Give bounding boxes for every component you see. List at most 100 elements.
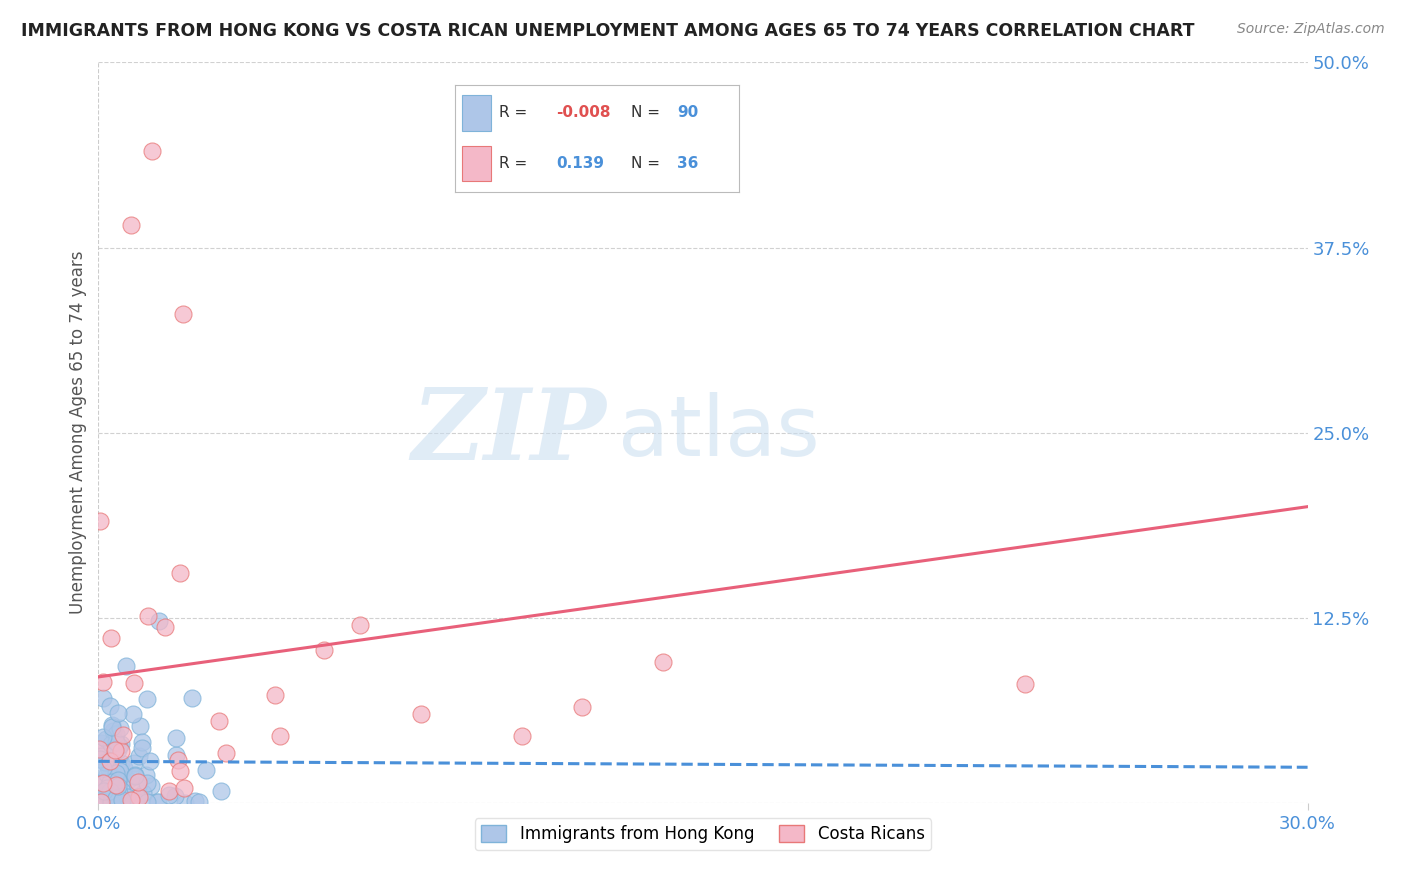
Point [111,790,134,805]
Point [187,795,209,809]
Point [90,736,112,750]
Point [98,762,121,776]
Point [90,749,112,764]
Legend: Immigrants from Hong Kong, Costa Ricans: Immigrants from Hong Kong, Costa Ricans [475,819,931,850]
Point [87,794,110,808]
Point [91,690,114,705]
Point [153,620,176,634]
Point [146,795,169,809]
Point [96,732,118,747]
Point [128,748,150,763]
Point [107,706,129,721]
Point [195,763,218,777]
Point [263,689,285,703]
Point [409,706,432,721]
Point [124,793,146,807]
Point [104,791,127,805]
Point [94,756,117,770]
Point [131,735,153,749]
Point [215,746,238,760]
Point [138,755,160,769]
Point [127,775,149,789]
Point [148,615,170,629]
Point [159,783,181,797]
Point [91,674,114,689]
Point [110,756,132,770]
Point [104,735,127,749]
Point [132,786,155,800]
Text: Source: ZipAtlas.com: Source: ZipAtlas.com [1237,22,1385,37]
Point [128,718,150,732]
Point [100,737,122,751]
Point [100,795,122,809]
Point [110,737,132,751]
Point [141,145,163,159]
Point [120,219,142,233]
Point [510,729,533,743]
Point [111,793,134,807]
Point [104,742,127,756]
Point [117,772,139,787]
Point [97,789,120,804]
Point [208,714,231,729]
Point [103,789,125,803]
Point [163,789,186,803]
Point [269,729,291,743]
Point [90,796,112,810]
Point [651,655,673,669]
Point [181,691,204,706]
Point [173,796,195,810]
Point [135,767,157,781]
Point [91,776,114,790]
Point [110,744,132,758]
Point [103,733,125,747]
Point [98,775,121,789]
Point [314,643,336,657]
Point [97,784,120,798]
Point [112,772,135,786]
Point [122,756,145,770]
Point [98,754,121,768]
Point [104,727,127,741]
Point [169,566,191,580]
Point [107,774,129,789]
Point [139,780,162,794]
Point [96,780,118,795]
Point [108,739,131,754]
Point [165,747,187,762]
Point [111,793,134,807]
Point [349,618,371,632]
Point [101,719,124,733]
Point [211,784,233,798]
Point [107,790,129,805]
Point [108,764,131,779]
Point [101,723,124,738]
Point [114,659,136,673]
Text: IMMIGRANTS FROM HONG KONG VS COSTA RICAN UNEMPLOYMENT AMONG AGES 65 TO 74 YEARS : IMMIGRANTS FROM HONG KONG VS COSTA RICAN… [21,22,1195,40]
Point [571,699,593,714]
Point [101,718,124,732]
Point [117,790,139,805]
Point [96,767,118,781]
Point [89,775,111,789]
Point [108,786,131,800]
Point [89,515,111,529]
Point [136,776,159,790]
Point [128,790,150,805]
Point [107,773,129,788]
Point [100,631,122,645]
Point [105,766,128,780]
Point [108,722,131,736]
Point [98,784,121,798]
Point [157,789,180,803]
Point [169,764,191,779]
Point [136,692,159,706]
Point [98,699,121,714]
Point [1014,677,1036,691]
Point [91,761,114,775]
Point [107,779,129,793]
Point [111,783,134,797]
Point [103,788,125,802]
Point [105,789,128,804]
Point [94,786,117,800]
